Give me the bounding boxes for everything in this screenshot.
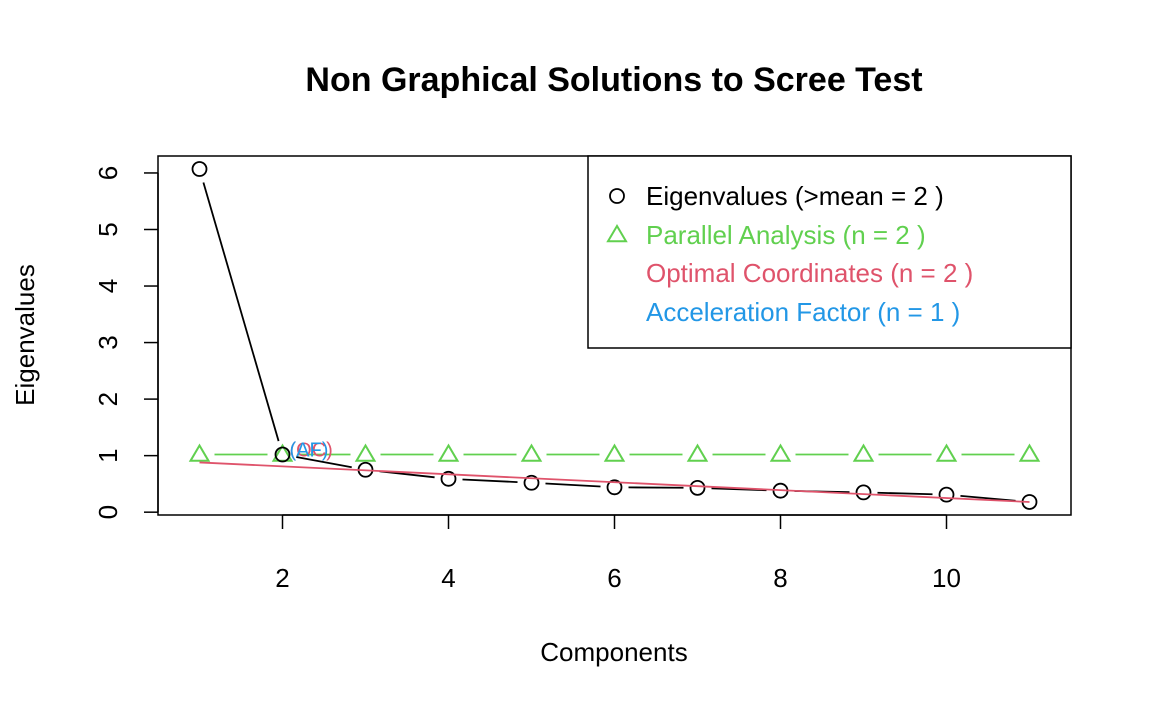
optimal-coordinates-line (199, 461, 1030, 503)
eigenvalue-segment (960, 494, 1016, 502)
eigenvalue-segment (545, 482, 601, 488)
y-axis-label: Eigenvalues (10, 264, 40, 406)
y-tick-label: 4 (93, 279, 123, 293)
legend-entry-label: Eigenvalues (>mean = 2 ) (646, 181, 944, 211)
eigenvalue-point (523, 474, 540, 491)
x-axis: 2 4 6 8 10 (275, 514, 961, 593)
y-tick-label: 0 (93, 505, 123, 519)
legend-marker-circle (609, 188, 625, 204)
series-optimal-coordinates (199, 461, 1030, 503)
parallel-analysis-point (437, 443, 460, 462)
parallel-analysis-point (603, 443, 626, 462)
parallel-analysis-point (852, 443, 875, 462)
eigenvalue-segment (877, 491, 933, 496)
annotation-label: (AF) (290, 440, 329, 462)
legend-entry-label: Acceleration Factor (n = 1 ) (646, 297, 960, 327)
eigenvalue-point (440, 470, 457, 487)
y-tick-label: 5 (93, 222, 123, 236)
parallel-analysis-point (935, 443, 958, 462)
parallel-analysis-point (188, 443, 211, 462)
legend-entry-label: Optimal Coordinates (n = 2 ) (646, 258, 973, 288)
legend-marker-triangle (606, 224, 628, 243)
eigenvalue-segment (202, 182, 280, 442)
series-layer: (OC)(AF) (188, 161, 1041, 510)
y-tick-label: 2 (93, 392, 123, 406)
eigenvalue-segment (462, 478, 518, 484)
eigenvalue-point (274, 446, 291, 463)
eigenvalue-segment (296, 456, 352, 469)
x-axis-label: Components (540, 637, 687, 667)
eigenvalue-point (606, 479, 623, 496)
eigenvalue-point (938, 486, 955, 503)
y-axis: 0 1 2 3 4 5 6 (93, 166, 159, 519)
y-tick-label: 3 (93, 335, 123, 349)
chart-title: Non Graphical Solutions to Scree Test (305, 61, 922, 99)
series-eigenvalues (191, 161, 1038, 510)
parallel-analysis-point (1018, 443, 1041, 462)
series-parallel-analysis (188, 443, 1041, 462)
x-tick-label: 8 (773, 563, 787, 593)
legend-entry-label: Parallel Analysis (n = 2 ) (646, 220, 926, 250)
eigenvalue-point (689, 479, 706, 496)
x-tick-label: 2 (275, 563, 289, 593)
eigenvalue-point (855, 484, 872, 501)
parallel-analysis-point (686, 443, 709, 462)
x-tick-label: 4 (441, 563, 455, 593)
y-tick-label: 1 (93, 448, 123, 462)
eigenvalue-point (191, 161, 208, 177)
x-tick-label: 10 (932, 563, 961, 593)
parallel-analysis-point (769, 443, 792, 462)
annotation-label: (OC) (290, 440, 333, 462)
parallel-analysis-point (354, 443, 377, 462)
parallel-analysis-point (520, 443, 543, 462)
y-tick-label: 6 (93, 166, 123, 180)
x-tick-label: 6 (607, 563, 621, 593)
legend-box (587, 155, 1072, 349)
legend: Eigenvalues (>mean = 2 ) Parallel Analysi… (587, 155, 1072, 349)
